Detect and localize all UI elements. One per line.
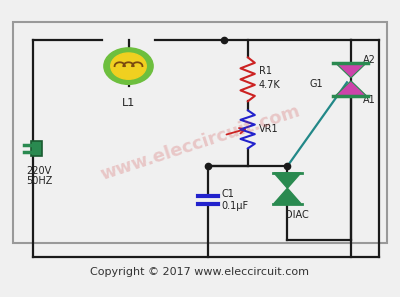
Text: L1: L1: [122, 98, 135, 108]
Polygon shape: [336, 81, 366, 96]
Text: VR1: VR1: [259, 124, 278, 134]
Circle shape: [104, 48, 153, 84]
Polygon shape: [336, 63, 366, 78]
Text: A1: A1: [363, 95, 376, 105]
Polygon shape: [274, 188, 301, 203]
Text: DIAC: DIAC: [286, 210, 309, 220]
Text: Copyright © 2017 www.eleccircuit.com: Copyright © 2017 www.eleccircuit.com: [90, 267, 310, 277]
FancyBboxPatch shape: [31, 141, 42, 156]
Text: A2: A2: [363, 55, 376, 65]
Text: 0.1μF: 0.1μF: [222, 201, 249, 211]
Text: 50HZ: 50HZ: [26, 176, 52, 187]
Circle shape: [111, 53, 146, 79]
Text: G1: G1: [310, 79, 323, 89]
Text: 220V: 220V: [26, 166, 52, 176]
Text: 4.7K: 4.7K: [259, 80, 280, 90]
Polygon shape: [274, 173, 301, 188]
Text: www.eleccircuit.com: www.eleccircuit.com: [98, 102, 302, 184]
Text: R1: R1: [259, 66, 272, 75]
Text: C1: C1: [222, 189, 235, 199]
